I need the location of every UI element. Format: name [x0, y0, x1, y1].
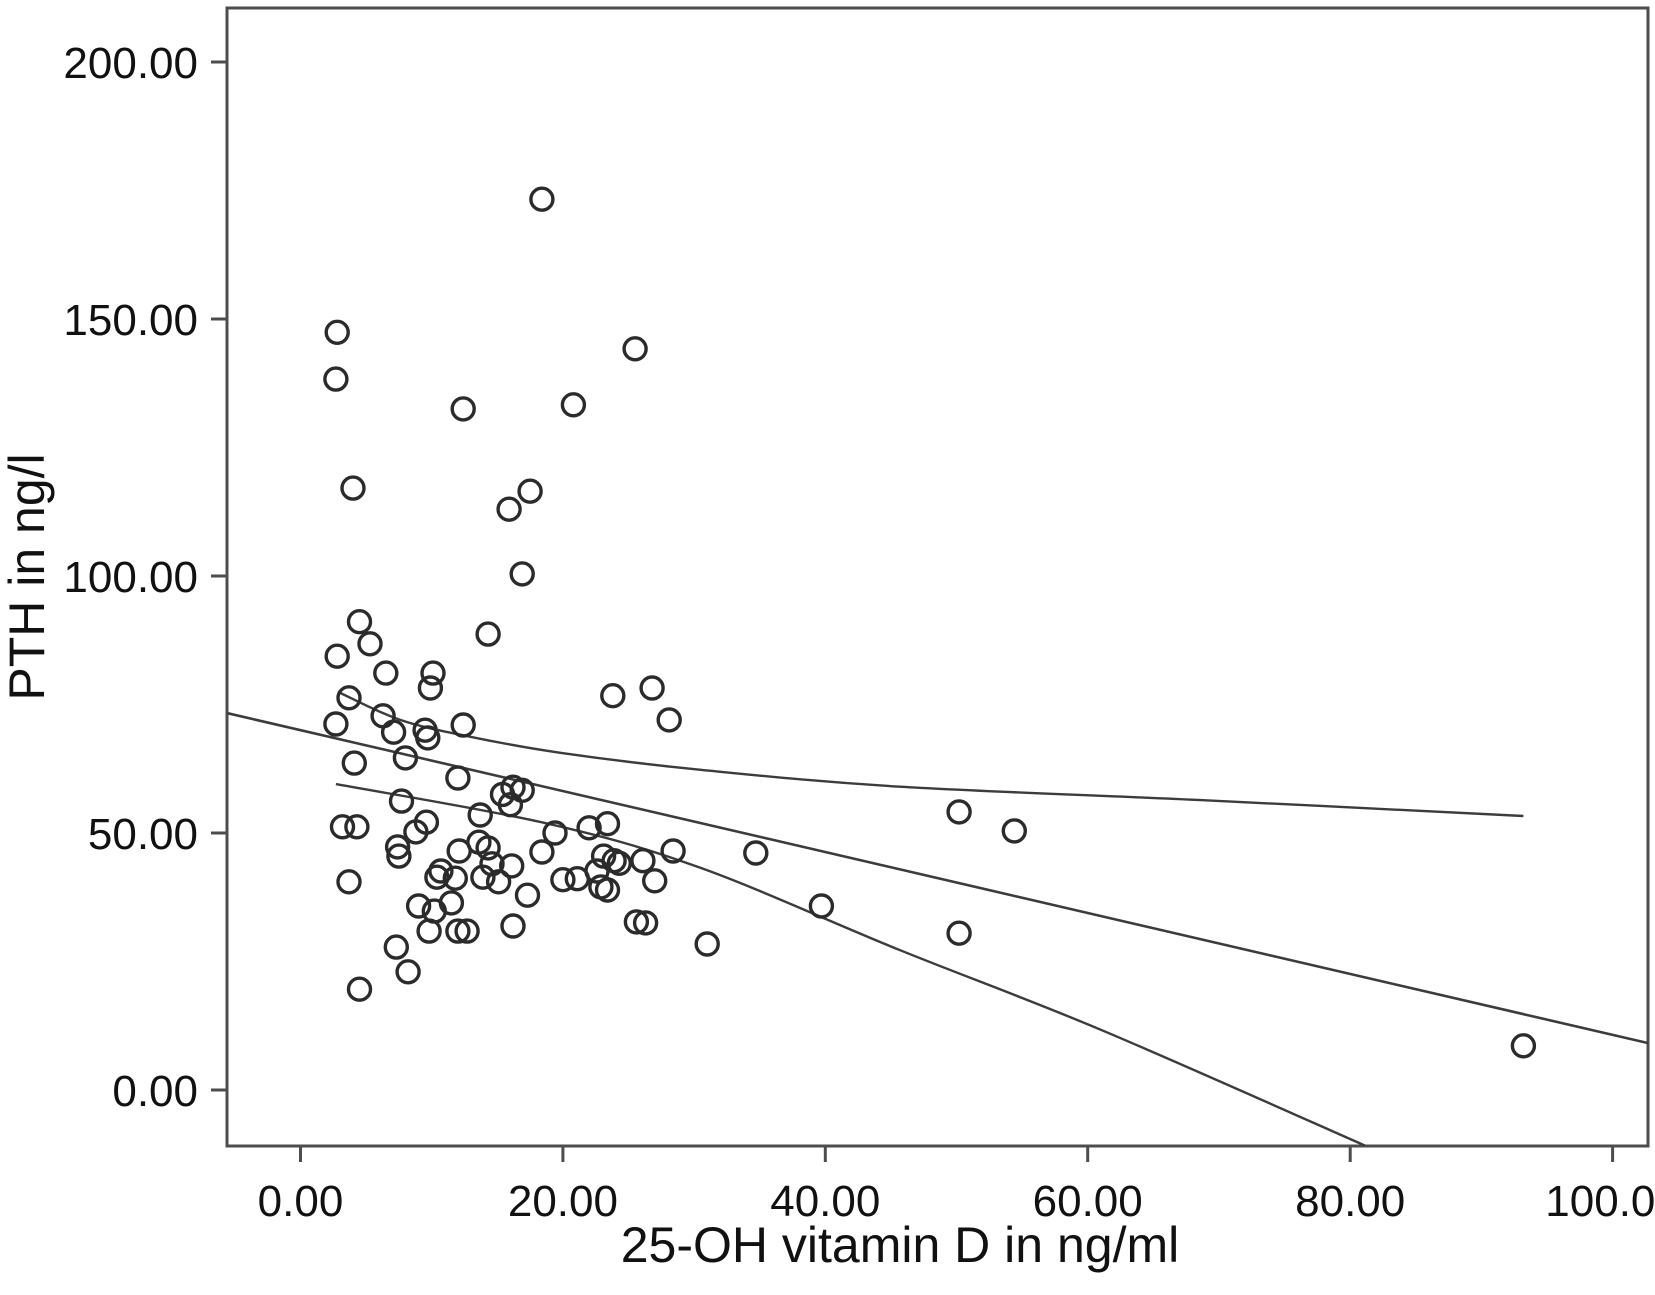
scatter-point — [324, 643, 350, 669]
scatter-point — [341, 750, 367, 776]
scatter-point — [450, 712, 476, 738]
scatter-point — [323, 711, 349, 737]
scatter-point — [946, 920, 972, 946]
scatter-point — [323, 366, 349, 392]
scatter-point — [403, 819, 429, 845]
scatter-point — [550, 867, 576, 893]
lower-confidence-curve — [335, 782, 1367, 1146]
scatter-point — [499, 853, 525, 879]
scatter-point — [446, 838, 472, 864]
scatter-point — [632, 910, 659, 936]
scatter-point — [445, 765, 471, 791]
upper-confidence-curve — [338, 691, 1524, 818]
scatter-point — [630, 848, 656, 874]
scatter-point — [509, 561, 535, 587]
scatter-point — [470, 864, 496, 890]
plot-frame — [225, 6, 1650, 1148]
scatter-point — [496, 496, 522, 522]
scatter-point — [743, 840, 769, 866]
scatter-point — [517, 478, 543, 504]
scatter-point — [442, 865, 468, 891]
scatter-point — [417, 675, 444, 701]
x-tick-label: 80.00 — [1295, 1177, 1405, 1226]
scatter-point — [438, 890, 465, 916]
scatter-point — [594, 811, 621, 837]
scatter-point — [639, 675, 665, 701]
scatter-point — [346, 976, 373, 1002]
x-tick-label: 40.00 — [770, 1177, 880, 1226]
y-axis-title: PTH in ng/l — [0, 453, 55, 700]
scatter-point — [405, 893, 432, 919]
x-axis-title: 25-OH vitamin D in ng/ml — [621, 1217, 1180, 1273]
scatter-point — [576, 815, 602, 841]
scatter-point — [380, 719, 407, 745]
scatter-point — [329, 814, 356, 840]
scatter-point — [336, 685, 362, 711]
scatter-point — [373, 660, 399, 686]
scatter-point — [808, 893, 835, 919]
y-tick-label: 50.00 — [88, 810, 198, 859]
scatter-point — [475, 621, 501, 647]
y-tick-label: 150.00 — [63, 296, 198, 345]
scatter-point — [383, 934, 409, 960]
scatter-point — [386, 843, 412, 869]
scatter-point — [415, 725, 441, 751]
x-tick-label: 100.00 — [1545, 1177, 1655, 1226]
scatter-point — [392, 745, 419, 771]
data-points — [323, 186, 1537, 1059]
x-axis-ticks: 0.00 20.00 40.00 60.00 80.00 100.00 — [258, 1146, 1655, 1226]
scatter-point — [594, 877, 621, 903]
x-tick-label: 60.00 — [1033, 1177, 1143, 1226]
scatter-point — [600, 683, 626, 709]
scatter-point — [395, 959, 421, 985]
scatter-point — [450, 396, 476, 422]
scatter-point — [656, 707, 682, 733]
x-tick-label: 0.00 — [258, 1177, 344, 1226]
scatter-point — [514, 882, 541, 908]
scatter-point — [694, 931, 720, 957]
scatter-point — [445, 918, 471, 944]
scatter-point — [475, 835, 501, 861]
scatter-point — [485, 869, 512, 895]
scatter-point — [340, 475, 366, 501]
y-axis-ticks: 0.00 50.00 100.00 150.00 200.00 — [63, 39, 227, 1116]
scatter-point — [606, 850, 632, 876]
scatter-point — [454, 918, 480, 944]
scatter-point — [560, 392, 587, 418]
scatter-point — [529, 186, 555, 212]
scatter-point — [500, 913, 526, 939]
scatter-point — [946, 799, 972, 825]
y-tick-label: 100.00 — [63, 553, 198, 602]
scatter-point — [346, 609, 373, 635]
scatter-point — [660, 838, 686, 864]
scatter-point — [497, 792, 524, 818]
scatter-point — [1001, 818, 1027, 844]
scatter-point — [324, 319, 350, 345]
scatter-point — [416, 918, 442, 944]
scatter-point — [642, 868, 668, 894]
x-tick-label: 20.00 — [508, 1177, 618, 1226]
scatter-point — [384, 834, 411, 860]
scatter-point — [388, 788, 415, 814]
y-tick-label: 200.00 — [63, 39, 198, 88]
scatter-point — [357, 631, 383, 657]
scatter-point — [584, 858, 610, 884]
scatter-point — [420, 660, 446, 686]
scatter-point — [542, 820, 568, 846]
scatter-point — [622, 336, 648, 362]
scatter-point — [623, 909, 650, 935]
y-tick-label: 0.00 — [112, 1067, 198, 1116]
scatter-point — [529, 839, 555, 865]
scatter-point — [424, 864, 450, 890]
scatter-point — [467, 802, 493, 828]
scatter-point — [336, 869, 362, 895]
scatter-point — [344, 814, 370, 840]
scatter-point — [1510, 1033, 1537, 1059]
